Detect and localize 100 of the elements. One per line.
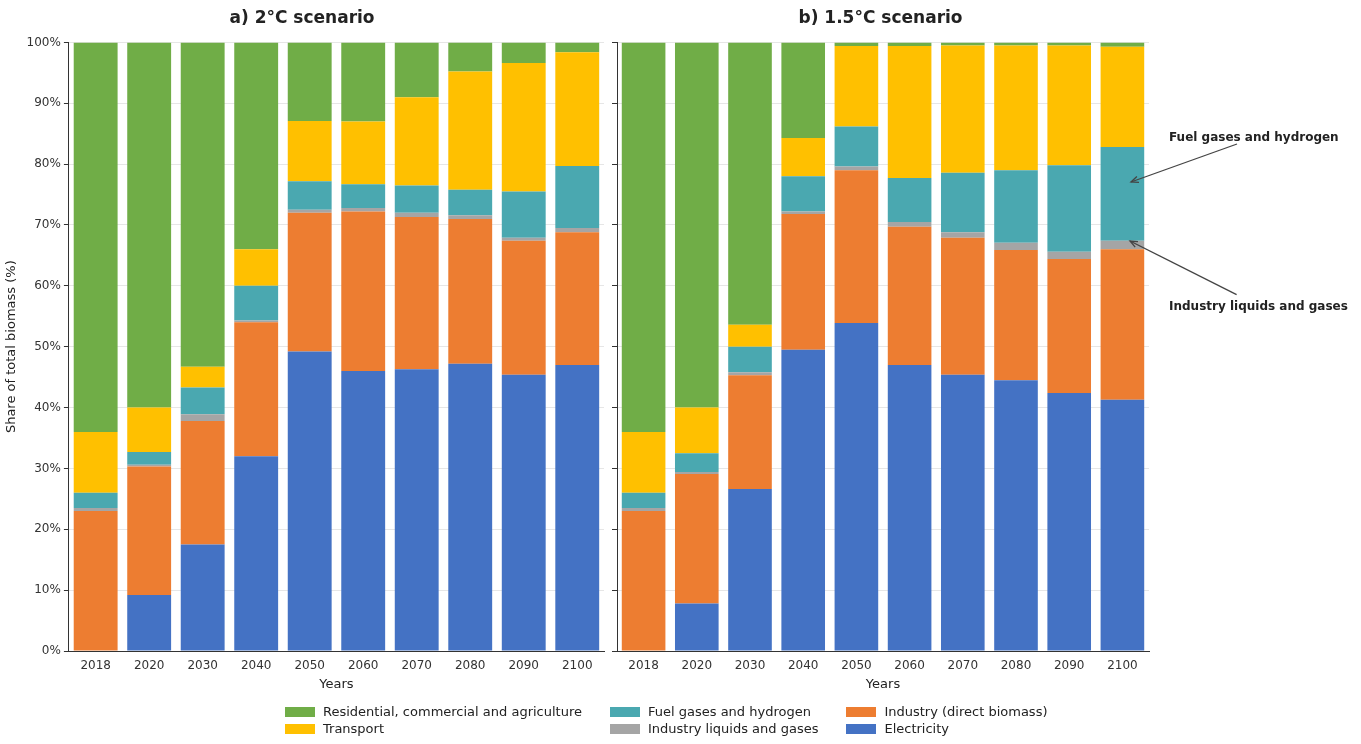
y-tick-label: 10% (34, 582, 61, 597)
bar (1047, 165, 1092, 252)
bar (394, 369, 439, 651)
bar (287, 212, 332, 352)
bar (674, 407, 719, 454)
x-tick-label: 2080 (1000, 658, 1032, 673)
bar (728, 489, 772, 651)
bar (341, 121, 386, 185)
y-tick-label: 40% (34, 399, 61, 414)
x-tick-label: 2050 (294, 658, 325, 673)
bar (674, 603, 719, 651)
bar (448, 218, 493, 364)
bar (1100, 42, 1145, 47)
bar (448, 215, 493, 219)
y-tick-label: 50% (34, 338, 61, 353)
x-tick-label: 2040 (787, 658, 819, 673)
legend-label: Industry liquids and gases (647, 721, 819, 736)
bar (940, 232, 985, 238)
bar (555, 52, 600, 166)
bar (1100, 46, 1145, 148)
bar (287, 351, 332, 651)
bar (341, 184, 386, 208)
bar (994, 242, 1038, 250)
bar (73, 431, 118, 493)
bar (555, 364, 600, 651)
bar (887, 46, 932, 179)
bar (448, 363, 493, 651)
bar (180, 414, 225, 421)
bar (234, 322, 279, 457)
x-tick-label: 2060 (347, 658, 379, 673)
bar (728, 324, 772, 347)
y-tick-label: 70% (34, 217, 61, 232)
bar (394, 42, 439, 98)
bar (1047, 251, 1092, 260)
bar (501, 240, 546, 375)
bar (341, 207, 386, 212)
bar (781, 214, 826, 350)
bar (994, 380, 1038, 651)
bar (834, 46, 879, 127)
bar (394, 97, 439, 186)
bar (180, 420, 225, 545)
x-tick-label: 2080 (454, 658, 486, 673)
bar (234, 285, 279, 321)
x-tick-label: 2040 (240, 658, 272, 673)
bar (501, 374, 546, 651)
chart-title: a) 2°C scenario (229, 6, 375, 27)
y-axis-title: Share of total biomass (%) (3, 260, 19, 434)
bar (501, 191, 546, 238)
bar (674, 473, 719, 604)
bar (501, 237, 546, 241)
bar (234, 456, 279, 651)
bar (555, 232, 600, 365)
bar (940, 237, 985, 375)
bar (834, 126, 879, 167)
bar (1047, 392, 1092, 651)
x-tick-label: 2060 (894, 658, 925, 673)
bar (887, 178, 932, 222)
bar (1100, 399, 1145, 651)
x-tick-label: 2090 (1053, 658, 1085, 673)
bar (501, 63, 546, 192)
bar (621, 42, 666, 432)
legend-label: Transport (323, 721, 385, 736)
x-tick-label: 2050 (841, 658, 872, 673)
bar (834, 170, 879, 323)
bar (287, 120, 332, 182)
bar (555, 42, 600, 53)
bar (728, 372, 772, 376)
x-tick-label: 2030 (734, 658, 766, 673)
bar (73, 511, 118, 651)
y-tick-label: 100% (26, 34, 61, 49)
bar (341, 42, 386, 122)
bar (287, 209, 332, 213)
bar (940, 172, 985, 233)
bar (127, 466, 172, 596)
y-tick-label: 20% (34, 521, 61, 536)
bar (180, 544, 225, 651)
bar (127, 407, 172, 452)
bar (674, 453, 719, 473)
bar (448, 189, 493, 216)
bar (287, 42, 332, 121)
bar (940, 45, 985, 173)
legend-label: Electricity (884, 721, 950, 736)
bar (887, 364, 932, 651)
bar (994, 45, 1038, 171)
text: Fuel gases and hydrogen (1169, 130, 1339, 145)
bar (394, 217, 439, 370)
bar (781, 176, 826, 212)
bar (1047, 45, 1092, 166)
bar (555, 165, 600, 229)
x-axis-title: Years (864, 675, 901, 691)
legend-label: Industry (direct biomass) (884, 704, 1048, 719)
x-tick-label: 2018 (80, 658, 111, 673)
bar (621, 511, 666, 651)
bar (781, 42, 826, 138)
x-tick-label: 2100 (1107, 658, 1138, 673)
bar (448, 42, 493, 72)
bar (887, 221, 932, 227)
bar (341, 371, 386, 651)
bar (234, 42, 279, 250)
bar (501, 42, 546, 64)
